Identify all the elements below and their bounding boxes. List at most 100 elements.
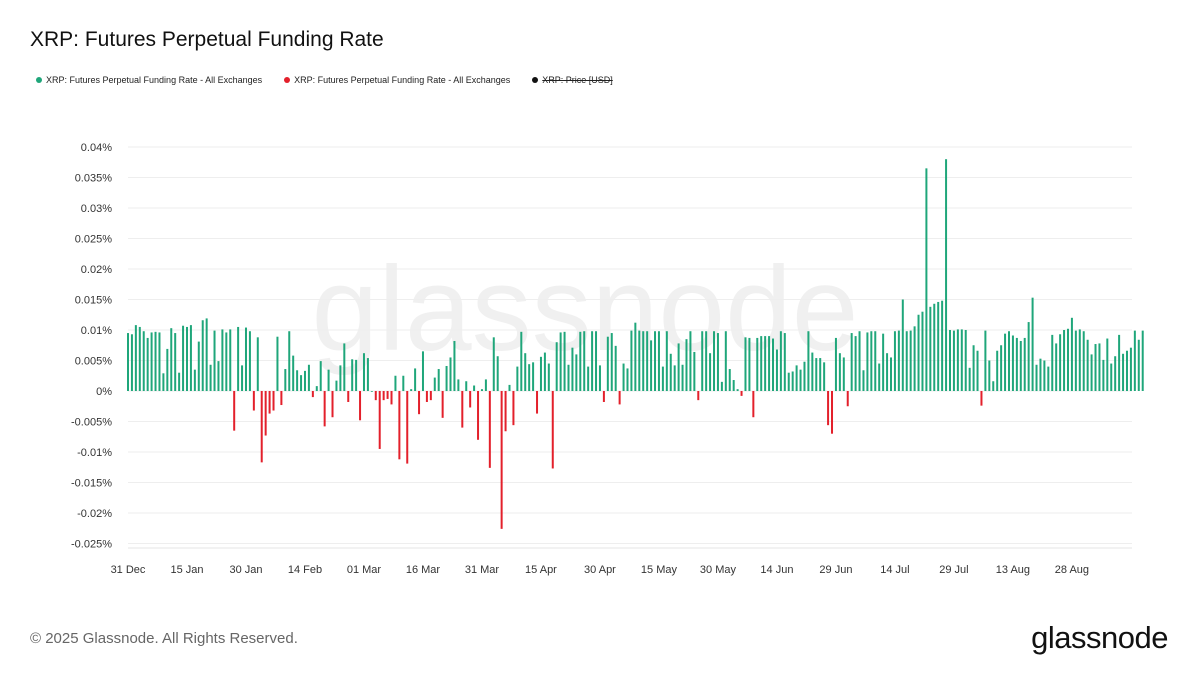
bar-positive: [343, 343, 346, 391]
bar-positive: [984, 330, 987, 391]
bar-positive: [709, 353, 712, 391]
bar-positive: [473, 385, 476, 391]
bar-positive: [1137, 339, 1140, 391]
bar-positive: [650, 340, 653, 391]
bar-positive: [795, 365, 798, 391]
bar-positive: [1039, 358, 1042, 391]
bar-positive: [693, 351, 696, 391]
bar-positive: [716, 333, 719, 391]
bar-positive: [665, 331, 668, 391]
bar-positive: [842, 357, 845, 391]
bar-positive: [433, 377, 436, 391]
bar-positive: [890, 357, 893, 391]
x-tick-label: 14 Jun: [760, 564, 793, 576]
bar-negative: [252, 391, 255, 411]
bar-positive: [520, 331, 523, 391]
bar-positive: [779, 331, 782, 391]
legend-item-negative[interactable]: XRP: Futures Perpetual Funding Rate - Al…: [284, 75, 510, 85]
bar-positive: [925, 168, 928, 391]
bar-positive: [614, 345, 617, 391]
bar-positive: [819, 358, 822, 391]
legend-item-positive[interactable]: XRP: Futures Perpetual Funding Rate - Al…: [36, 75, 262, 85]
bar-positive: [921, 311, 924, 391]
bar-positive: [335, 380, 338, 391]
bar-positive: [284, 369, 287, 391]
bar-positive: [909, 330, 912, 391]
bar-positive: [244, 327, 247, 391]
bar-positive: [134, 325, 137, 391]
bar-positive: [437, 369, 440, 391]
bar-positive: [642, 331, 645, 391]
bar-positive: [547, 363, 550, 391]
y-tick-label: 0.035%: [75, 173, 113, 185]
bar-positive: [563, 331, 566, 391]
bar-positive: [248, 331, 251, 391]
bar-positive: [166, 348, 169, 391]
bar-positive: [956, 329, 959, 391]
bar-negative: [429, 391, 432, 401]
bar-positive: [1129, 347, 1132, 391]
bar-positive: [182, 325, 185, 391]
bar-positive: [610, 333, 613, 391]
bar-positive: [689, 331, 692, 391]
bar-positive: [528, 364, 531, 391]
bar-positive: [217, 361, 220, 391]
x-tick-label: 14 Feb: [288, 564, 322, 576]
bar-negative: [311, 391, 314, 398]
bar-positive: [1086, 339, 1089, 391]
bar-positive: [339, 365, 342, 391]
bar-positive: [897, 330, 900, 391]
bar-positive: [543, 352, 546, 391]
bar-positive: [685, 339, 688, 391]
y-tick-label: 0.02%: [81, 264, 112, 276]
bar-negative: [331, 391, 334, 418]
bar-positive: [748, 337, 751, 391]
bar-positive: [307, 364, 310, 391]
bar-negative: [260, 391, 263, 463]
bar-positive: [1031, 297, 1034, 391]
bar-positive: [901, 299, 904, 391]
y-tick-label: -0.005%: [71, 417, 112, 429]
bar-negative: [512, 391, 515, 426]
bar-negative: [551, 391, 554, 469]
bar-positive: [634, 322, 637, 391]
bar-positive: [878, 363, 881, 391]
x-tick-label: 28 Aug: [1055, 564, 1089, 576]
bar-positive: [799, 369, 802, 391]
bar-positive: [929, 306, 932, 391]
bar-positive: [583, 331, 586, 391]
bar-positive: [319, 361, 322, 391]
x-tick-label: 15 May: [641, 564, 678, 576]
bar-positive: [1125, 350, 1128, 391]
bar-negative: [378, 391, 381, 449]
copyright: © 2025 Glassnode. All Rights Reserved.: [30, 630, 298, 647]
bar-positive: [185, 326, 188, 391]
y-tick-label: 0%: [96, 386, 112, 398]
bar-negative: [374, 391, 377, 401]
bar-positive: [1082, 331, 1085, 391]
bar-positive: [728, 369, 731, 391]
bar-negative: [488, 391, 491, 468]
bar-positive: [756, 337, 759, 391]
bar-positive: [874, 331, 877, 391]
bar-positive: [197, 341, 200, 391]
bar-positive: [1019, 340, 1022, 391]
x-tick-label: 29 Jun: [819, 564, 852, 576]
bar-positive: [162, 373, 165, 391]
bar-positive: [370, 391, 373, 392]
bar-negative: [386, 391, 389, 399]
bar-positive: [968, 367, 971, 391]
legend-dot-icon: [284, 77, 291, 83]
bar-positive: [933, 303, 936, 391]
bar-positive: [256, 337, 259, 391]
bar-positive: [713, 331, 716, 391]
bar-positive: [296, 370, 299, 391]
bar-negative: [752, 391, 755, 418]
legend-item-price[interactable]: XRP: Price [USD]: [532, 75, 613, 85]
bar-positive: [1023, 337, 1026, 391]
bar-positive: [146, 337, 149, 391]
bar-positive: [1066, 328, 1069, 391]
bar-positive: [1059, 334, 1062, 391]
bar-positive: [362, 353, 365, 391]
